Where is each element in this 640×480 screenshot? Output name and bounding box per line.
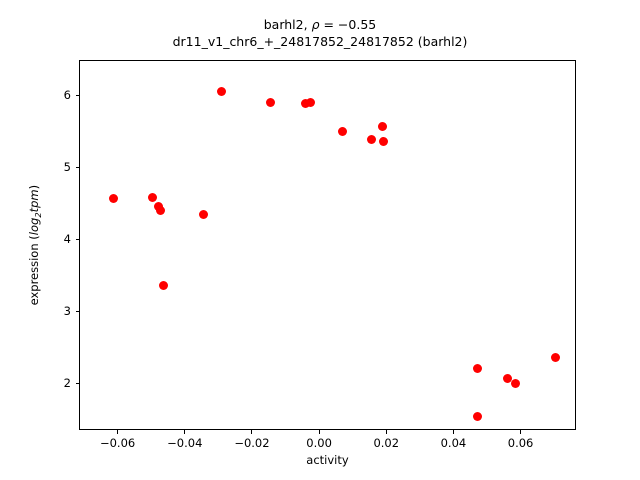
- data-point: [305, 97, 315, 107]
- data-point: [156, 205, 166, 215]
- x-axis-label: activity: [306, 453, 349, 467]
- y-tick-label: 5: [63, 159, 71, 174]
- x-tick-label: −0.04: [167, 436, 203, 450]
- data-point: [265, 97, 275, 107]
- y-axis-label-prefix: expression (: [26, 235, 41, 306]
- y-axis-label: expression (log2tpm): [27, 105, 43, 385]
- data-point: [378, 122, 388, 132]
- x-tick-mark: [318, 430, 320, 434]
- x-tick-label: 0.06: [507, 436, 534, 450]
- data-point: [159, 280, 169, 290]
- y-tick-label: 6: [63, 87, 71, 102]
- y-tick-mark: [75, 239, 79, 241]
- data-point: [366, 135, 376, 145]
- x-tick-label: 0.04: [440, 436, 467, 450]
- data-point: [511, 378, 521, 388]
- x-tick-mark: [452, 430, 454, 434]
- title-gene-name: barhl2,: [263, 17, 312, 32]
- y-tick-mark: [75, 167, 79, 169]
- plot-area: [80, 61, 575, 429]
- axes-frame: [79, 60, 576, 430]
- y-tick-mark: [75, 383, 79, 385]
- data-point: [550, 352, 560, 362]
- y-axis-label-suffix: ): [26, 184, 41, 190]
- data-point: [338, 126, 348, 136]
- x-tick-mark: [520, 430, 522, 434]
- y-axis-label-wrap: expression (log2tpm): [0, 0, 43, 480]
- chart-title-line-1: barhl2, ρ = −0.55: [0, 16, 640, 33]
- y-tick-label: 4: [63, 231, 71, 246]
- y-tick-mark: [75, 311, 79, 313]
- x-tick-label: 0.02: [373, 436, 400, 450]
- chart-title-line-2: dr11_v1_chr6_+_24817852_24817852 (barhl2…: [172, 34, 468, 49]
- x-tick-label: −0.02: [234, 436, 270, 450]
- x-tick-label: 0.00: [306, 436, 332, 450]
- data-point: [502, 373, 512, 383]
- data-point: [217, 87, 227, 97]
- chart-title: barhl2, ρ = −0.55 dr11_v1_chr6_+_2481785…: [0, 16, 640, 50]
- y-axis-label-base: 2: [33, 212, 44, 218]
- y-tick-label: 2: [63, 375, 71, 390]
- data-point: [472, 363, 482, 373]
- data-point: [473, 412, 483, 422]
- y-tick-mark: [75, 95, 79, 97]
- x-tick-mark: [385, 430, 387, 434]
- x-tick-mark: [117, 430, 119, 434]
- x-tick-label: −0.06: [99, 436, 136, 450]
- data-point: [379, 136, 389, 146]
- data-point: [198, 210, 208, 220]
- data-point: [147, 192, 157, 202]
- data-point: [109, 193, 119, 203]
- y-tick-label: 3: [63, 303, 71, 318]
- x-tick-mark: [184, 430, 186, 434]
- y-axis-label-log: log: [26, 217, 41, 236]
- y-axis-label-tpm: tpm: [26, 189, 41, 213]
- rho-symbol: ρ: [311, 17, 320, 32]
- x-tick-mark: [251, 430, 253, 434]
- rho-value: = −0.55: [319, 17, 377, 32]
